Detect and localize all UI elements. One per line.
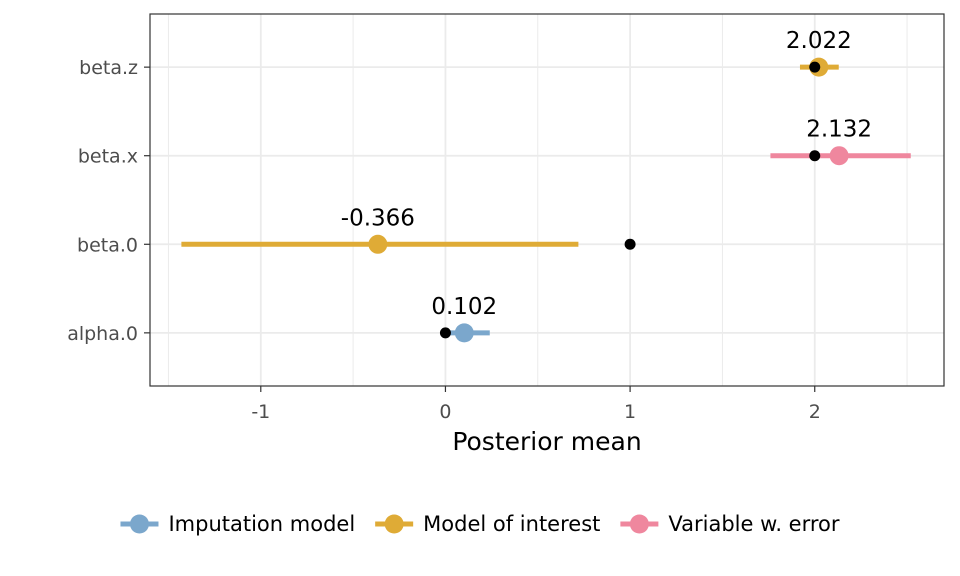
legend-label: Imputation model bbox=[168, 512, 355, 536]
legend-key-point bbox=[629, 514, 649, 534]
true-value-point-beta.z bbox=[809, 61, 821, 73]
x-axis-title: Posterior mean bbox=[452, 427, 641, 456]
x-tick-label: 2 bbox=[809, 401, 821, 423]
legend: Imputation model Model of interest Variabl… bbox=[120, 512, 840, 536]
estimate-point-beta.0 bbox=[368, 234, 388, 254]
legend-label: Model of interest bbox=[423, 512, 600, 536]
true-value-point-alpha.0 bbox=[439, 327, 451, 339]
y-tick-label: beta.z bbox=[79, 57, 138, 79]
panel-border bbox=[149, 13, 945, 387]
estimate-point-alpha.0 bbox=[454, 323, 474, 343]
true-value-points bbox=[439, 61, 821, 339]
estimate-point-beta.x bbox=[829, 146, 849, 166]
true-value-point-beta.0 bbox=[624, 238, 636, 250]
x-tick-label: -1 bbox=[251, 401, 270, 423]
estimate-label-beta.z: 2.022 bbox=[786, 28, 852, 54]
estimate-label-beta.0: -0.366 bbox=[341, 205, 415, 231]
estimate-label-beta.x: 2.132 bbox=[806, 117, 872, 143]
minor-gridlines bbox=[167, 14, 908, 386]
y-axis: beta.z beta.x beta.0 alpha.0 bbox=[67, 57, 150, 345]
x-axis: -1 0 1 2 bbox=[251, 386, 821, 423]
y-tick-label: beta.0 bbox=[77, 234, 138, 256]
x-tick-label: 0 bbox=[439, 401, 451, 423]
legend-key-point bbox=[129, 514, 149, 534]
estimate-label-alpha.0: 0.102 bbox=[431, 294, 497, 320]
x-tick-label: 1 bbox=[624, 401, 636, 423]
y-tick-label: alpha.0 bbox=[67, 323, 138, 345]
y-tick-label: beta.x bbox=[78, 146, 138, 168]
true-value-point-beta.x bbox=[809, 150, 821, 162]
legend-label: Variable w. error bbox=[668, 512, 840, 536]
estimate-labels: 2.022 2.132 -0.366 0.102 bbox=[341, 28, 872, 320]
legend-key-point bbox=[384, 514, 404, 534]
